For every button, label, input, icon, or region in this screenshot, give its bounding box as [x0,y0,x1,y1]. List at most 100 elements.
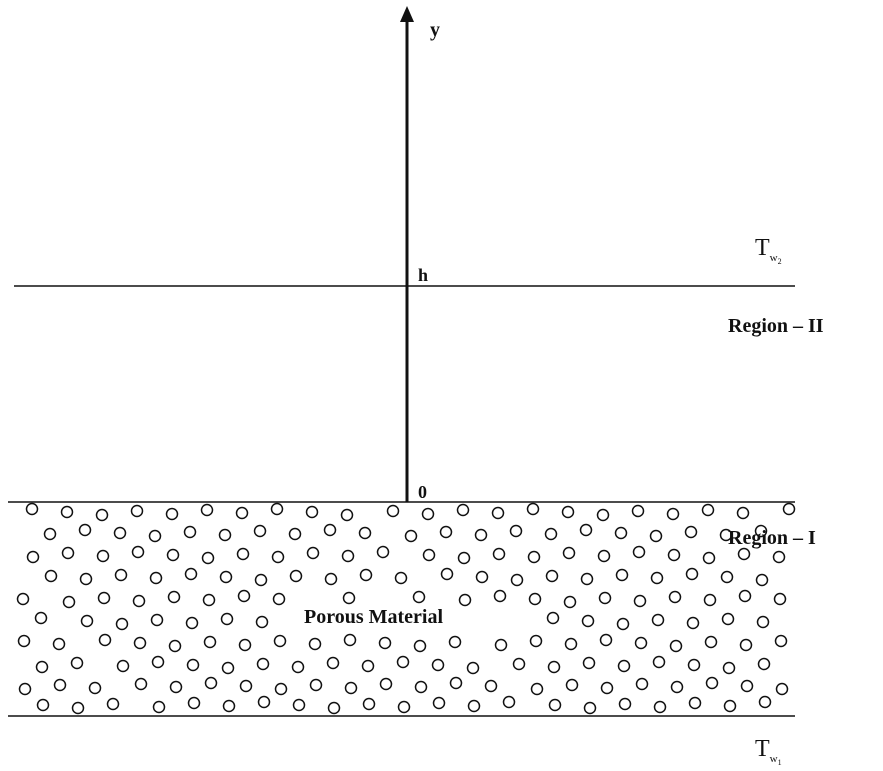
pore-circle [186,658,200,672]
lower-temp-symbol: T [755,736,770,762]
pore-circle [581,614,595,628]
pore-circle [703,593,717,607]
pore-circle [705,676,719,690]
pore-circle [755,573,769,587]
pore-circle [239,679,253,693]
pore-circle [17,634,31,648]
pore-circle [71,701,85,715]
pore-circle [474,528,488,542]
pore-circle [201,551,215,565]
pore-circle [754,524,768,538]
pore-circle [219,570,233,584]
pore-circle [131,545,145,559]
pore-circle [600,681,614,695]
pore-circle [306,546,320,560]
pore-circle [649,529,663,543]
pore-circle [288,527,302,541]
pore-circle [653,700,667,714]
pore-circle [720,570,734,584]
pore-circle [80,614,94,628]
pore-circle [184,567,198,581]
pore-circle [701,503,715,517]
pore-circle [632,545,646,559]
pore-circle [43,527,57,541]
upper-wall-temperature: Tw2 [755,235,782,266]
pore-circle [631,504,645,518]
region-two-label: Region – II [728,315,824,337]
pore-circle [669,639,683,653]
pore-circle [113,526,127,540]
pore-circle [95,508,109,522]
upper-temp-symbol: T [755,235,770,261]
pore-circle [510,573,524,587]
pore-circle [449,676,463,690]
pore-circle [18,682,32,696]
pore-circle [421,507,435,521]
lower-temp-subscript: w [769,753,778,765]
pore-circle [79,572,93,586]
pore-circle [289,569,303,583]
pore-circle [115,617,129,631]
pore-circle [394,571,408,585]
pore-circle [634,636,648,650]
pore-circle [237,589,251,603]
pore-circle [475,570,489,584]
pore-circle [650,571,664,585]
pore-circle [53,678,67,692]
pore-circle [493,589,507,603]
porous-material-label: Porous Material [304,606,444,628]
pore-circle [187,696,201,710]
pore-circle [133,636,147,650]
pore-circle [222,699,236,713]
pore-circle [341,549,355,563]
pore-circle [668,590,682,604]
pore-circle [16,592,30,606]
pore-circle [773,592,787,606]
pore-circle [736,506,750,520]
pore-circle [562,546,576,560]
pore-circle [292,698,306,712]
pore-circle [527,550,541,564]
pore-circle [404,529,418,543]
pore-circle [344,681,358,695]
pore-circle [167,590,181,604]
pore-circle [686,616,700,630]
pore-circle [97,591,111,605]
pore-circle [397,700,411,714]
pore-circle [218,528,232,542]
pore-circle [467,699,481,713]
pore-circle [253,524,267,538]
pore-circle [308,637,322,651]
pore-circle [740,679,754,693]
pore-circle [466,661,480,675]
pore-circle [220,612,234,626]
pore-circle [254,573,268,587]
pore-circle [152,700,166,714]
pore-circle [257,695,271,709]
pore-circle [343,633,357,647]
pore-circle [546,611,560,625]
pore-circle [183,525,197,539]
pore-circle [616,617,630,631]
pore-circle [775,682,789,696]
pore-circle [236,547,250,561]
pore-circle [492,547,506,561]
pore-circle [414,680,428,694]
upper-temp-subscript: w [769,252,778,264]
pore-circle [132,594,146,608]
pore-circle [326,656,340,670]
porous-pores [16,502,796,715]
pore-circle [583,701,597,715]
pore-circle [774,634,788,648]
pore-circle [737,547,751,561]
pore-circle [652,655,666,669]
pore-circle [598,591,612,605]
pore-circle [579,523,593,537]
pore-circle [204,676,218,690]
pore-circle [379,677,393,691]
pore-circle [324,572,338,586]
pore-circle [130,504,144,518]
pore-circle [614,526,628,540]
pore-circle [238,638,252,652]
pore-circle [670,680,684,694]
